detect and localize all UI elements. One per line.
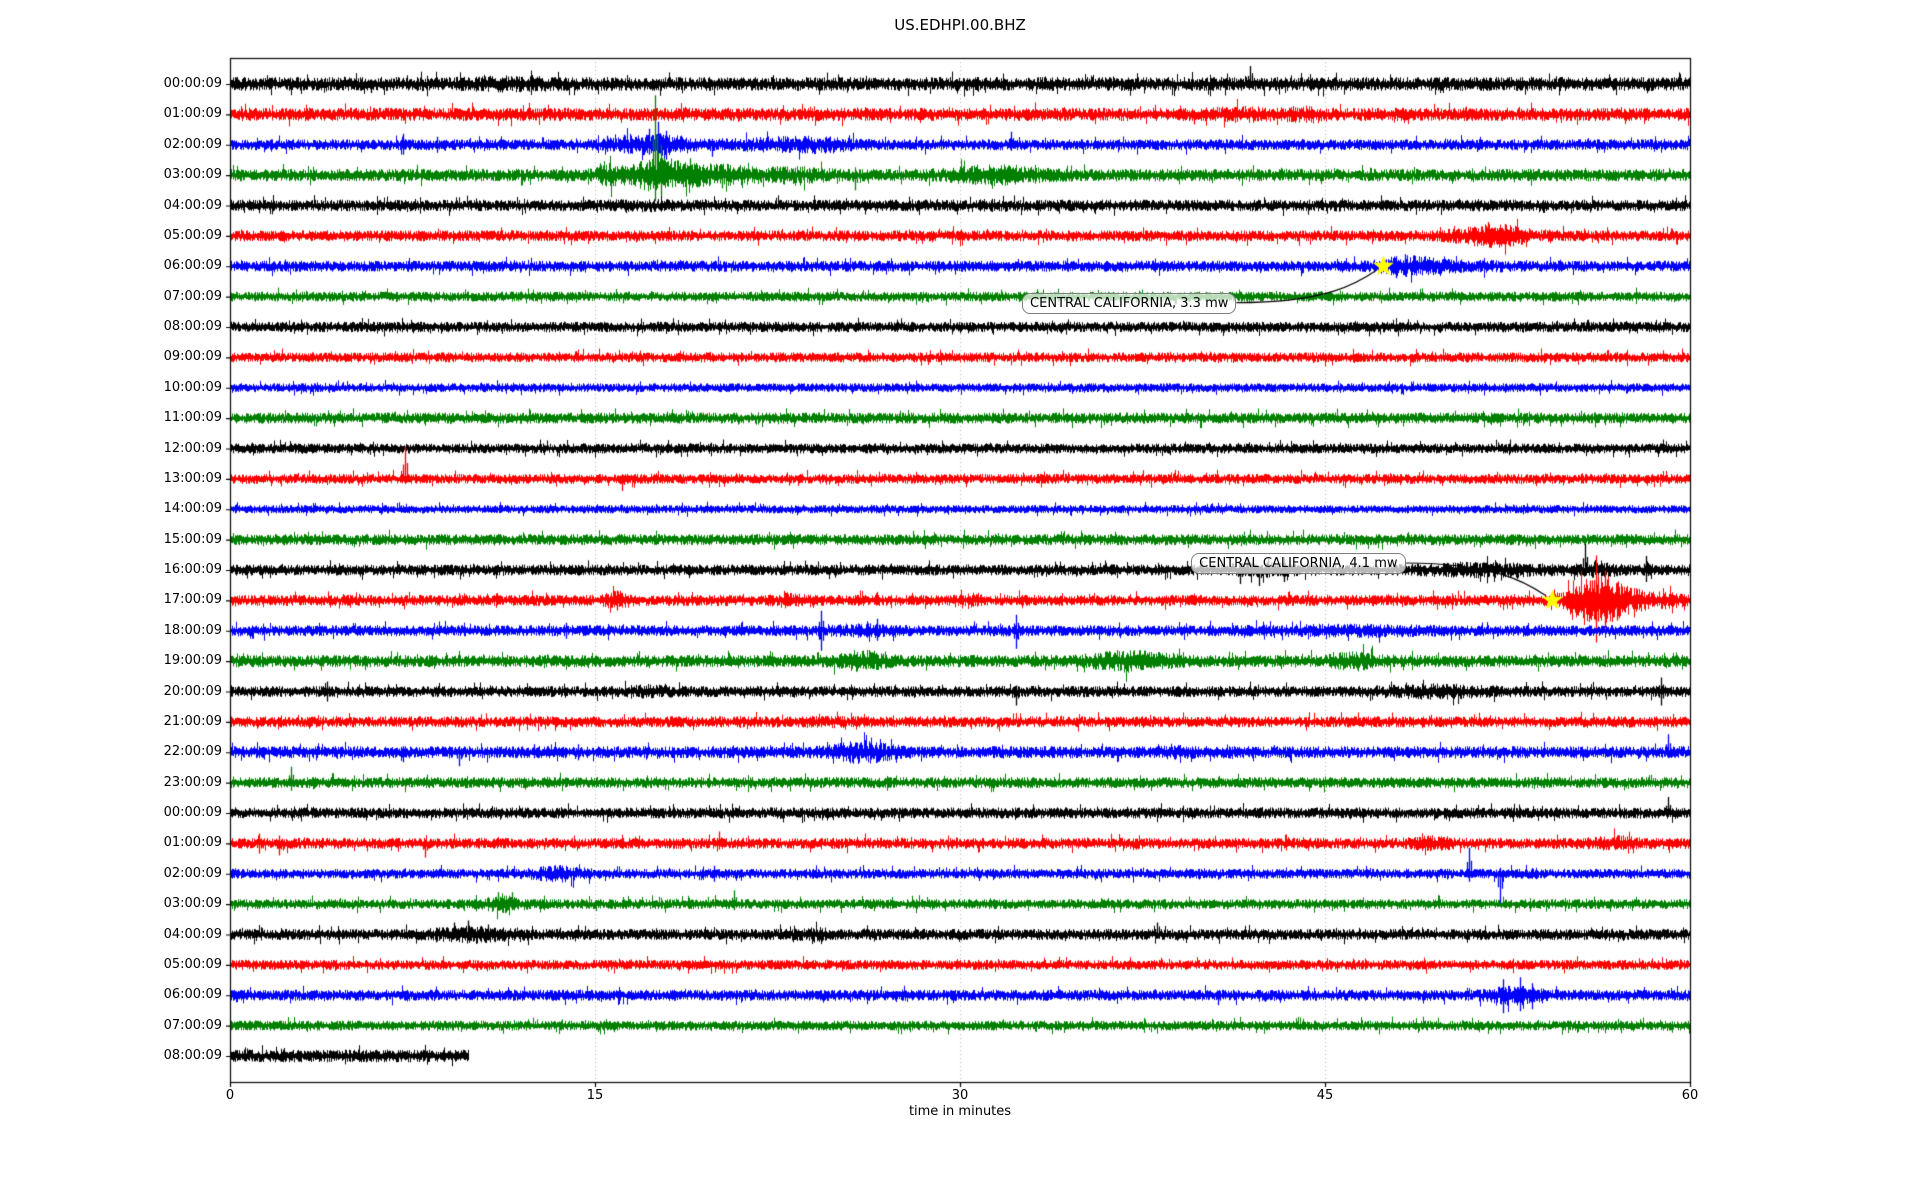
trace-time-label: 10:00:09 — [163, 379, 222, 395]
event-annotation-1: CENTRAL CALIFORNIA, 4.1 mw — [1191, 553, 1406, 574]
trace-time-label: 02:00:09 — [163, 865, 222, 881]
trace-time-label: 01:00:09 — [163, 106, 222, 122]
trace-time-label: 23:00:09 — [163, 774, 222, 790]
trace-time-label: 15:00:09 — [163, 531, 222, 547]
x-tick-label: 60 — [1681, 1088, 1699, 1103]
trace-time-label: 13:00:09 — [163, 470, 222, 486]
x-tick-label: 45 — [1316, 1088, 1334, 1103]
trace-time-label: 07:00:09 — [163, 1017, 222, 1033]
trace-time-label: 02:00:09 — [163, 136, 222, 152]
trace-time-label: 17:00:09 — [163, 592, 222, 608]
trace-time-label: 05:00:09 — [163, 956, 222, 972]
trace-time-label: 19:00:09 — [163, 653, 222, 669]
trace-time-label: 18:00:09 — [163, 622, 222, 638]
x-tick-label: 30 — [951, 1088, 969, 1103]
trace-time-label: 20:00:09 — [163, 683, 222, 699]
trace-time-label: 00:00:09 — [163, 76, 222, 91]
x-tick-label: 0 — [225, 1088, 235, 1103]
plot-title: US.EDHPI.00.BHZ — [894, 16, 1026, 34]
trace-time-label: 04:00:09 — [163, 926, 222, 942]
trace-time-label: 09:00:09 — [163, 349, 222, 365]
trace-time-label: 06:00:09 — [163, 987, 222, 1003]
trace-time-label: 07:00:09 — [163, 288, 222, 304]
x-tick-label: 15 — [586, 1088, 604, 1103]
trace-time-label: 22:00:09 — [163, 744, 222, 760]
trace-time-label: 03:00:09 — [163, 896, 222, 912]
trace-time-label: 03:00:09 — [163, 167, 222, 183]
trace-time-label: 06:00:09 — [163, 258, 222, 274]
trace-time-label: 14:00:09 — [163, 501, 222, 517]
trace-time-label: 00:00:09 — [163, 805, 222, 820]
trace-time-label: 11:00:09 — [163, 410, 222, 426]
event-annotation-0: CENTRAL CALIFORNIA, 3.3 mw — [1022, 292, 1237, 314]
trace-time-label: 21:00:09 — [163, 713, 222, 729]
trace-time-label: 04:00:09 — [163, 197, 222, 213]
trace-time-label: 08:00:09 — [163, 319, 222, 334]
trace-time-label: 05:00:09 — [163, 227, 222, 243]
trace-time-label: 01:00:09 — [163, 835, 222, 851]
trace-time-label: 16:00:09 — [163, 562, 222, 577]
trace-time-label: 08:00:09 — [163, 1048, 222, 1063]
trace-time-label: 12:00:09 — [163, 440, 222, 456]
x-axis-title: time in minutes — [908, 1104, 1012, 1119]
